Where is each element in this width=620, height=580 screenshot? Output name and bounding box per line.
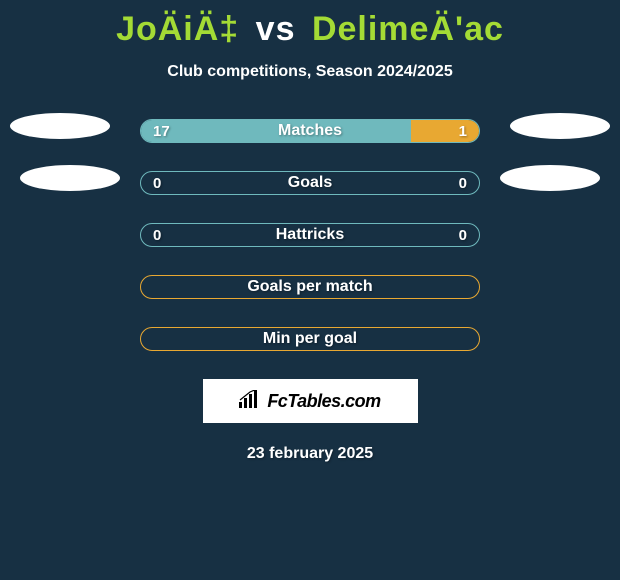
bar-right-fill bbox=[411, 120, 479, 142]
page-title: JoÄiÄ‡ vs DelimeÄ'ac bbox=[0, 0, 620, 49]
bar-left-fill bbox=[141, 120, 411, 142]
subtitle: Club competitions, Season 2024/2025 bbox=[0, 63, 620, 81]
stat-row: Goals per match bbox=[0, 275, 620, 299]
logo-text: FcTables.com bbox=[267, 391, 380, 412]
stat-bar: Goals per match bbox=[140, 275, 480, 299]
stat-bar: 0 0 Goals bbox=[140, 171, 480, 195]
chart-icon bbox=[239, 390, 261, 413]
root: JoÄiÄ‡ vs DelimeÄ'ac Club competitions, … bbox=[0, 0, 620, 463]
stat-label: Goals bbox=[288, 174, 332, 192]
stat-label: Min per goal bbox=[263, 330, 357, 348]
stat-row: Min per goal bbox=[0, 327, 620, 351]
stat-left-value: 0 bbox=[153, 227, 161, 244]
player2-avatar-icon bbox=[510, 113, 610, 139]
stat-right-value: 1 bbox=[459, 123, 467, 140]
player1-avatar-icon bbox=[10, 113, 110, 139]
stat-label: Hattricks bbox=[276, 226, 344, 244]
stat-bar: 17 1 Matches bbox=[140, 119, 480, 143]
player1-avatar-icon bbox=[20, 165, 120, 191]
stat-bar: Min per goal bbox=[140, 327, 480, 351]
compare-area: 17 1 Matches 0 0 Goals 0 0 Hattricks Goals per ma… bbox=[0, 119, 620, 351]
source-logo: FcTables.com bbox=[203, 379, 418, 423]
stat-rows: 17 1 Matches 0 0 Goals 0 0 Hattricks Goals per ma… bbox=[0, 119, 620, 351]
stat-bar: 0 0 Hattricks bbox=[140, 223, 480, 247]
player1-name: JoÄiÄ‡ bbox=[116, 10, 239, 48]
stat-left-value: 0 bbox=[153, 175, 161, 192]
stat-row: 0 0 Hattricks bbox=[0, 223, 620, 247]
date-label: 23 february 2025 bbox=[0, 445, 620, 463]
stat-left-value: 17 bbox=[153, 123, 170, 140]
vs-label: vs bbox=[256, 10, 296, 48]
stat-right-value: 0 bbox=[459, 175, 467, 192]
player2-name: DelimeÄ'ac bbox=[312, 10, 504, 48]
player2-avatar-icon bbox=[500, 165, 600, 191]
stat-label: Goals per match bbox=[247, 278, 372, 296]
stat-right-value: 0 bbox=[459, 227, 467, 244]
stat-label: Matches bbox=[278, 122, 342, 140]
